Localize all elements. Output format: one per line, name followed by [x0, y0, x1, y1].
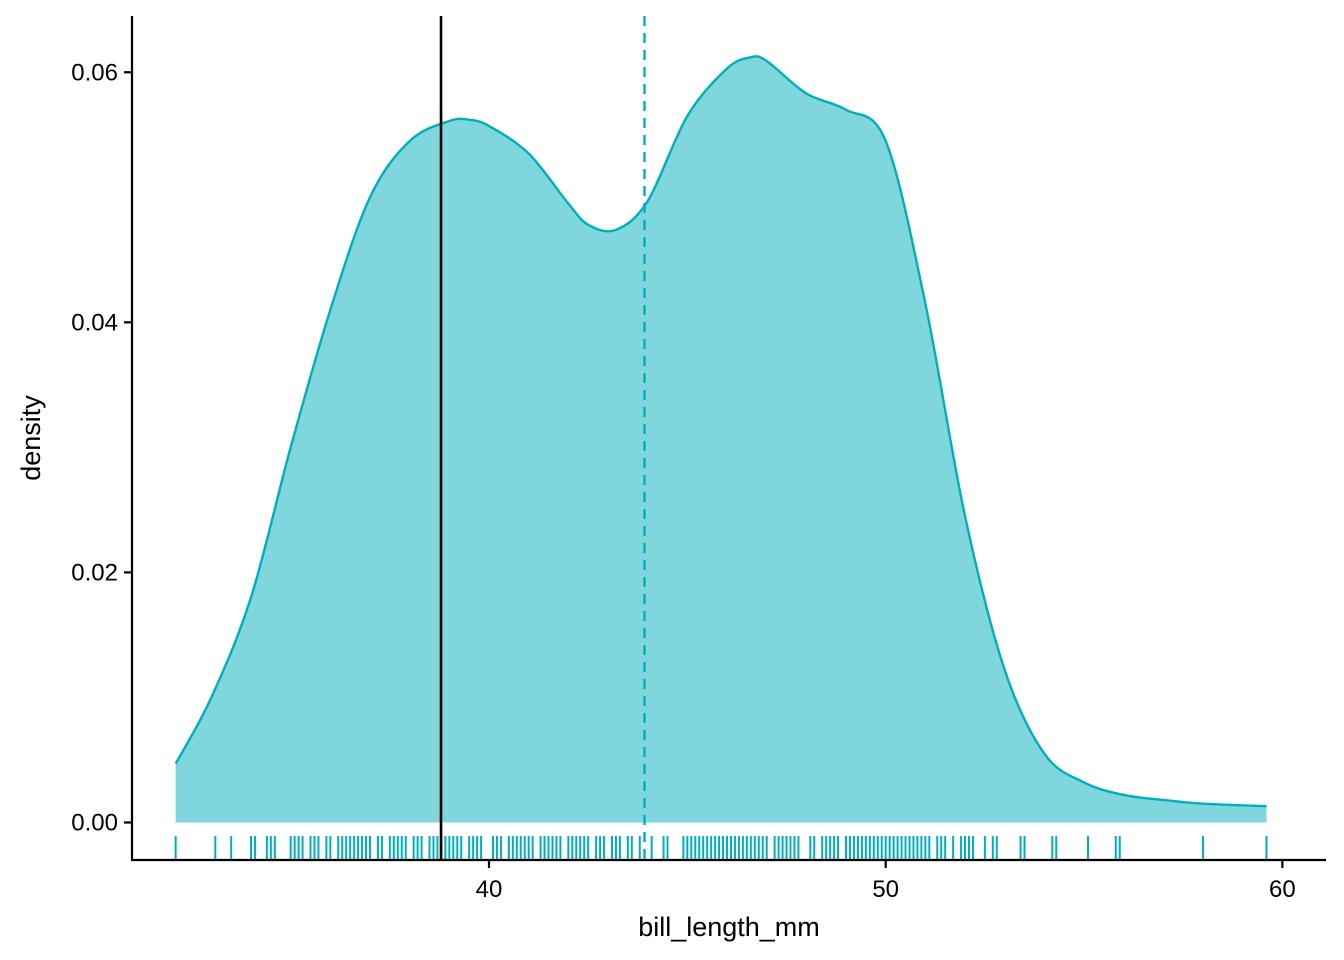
density-line — [174, 55, 1267, 808]
y-axis-title: density — [16, 395, 46, 481]
x-tick-label: 60 — [1269, 876, 1296, 903]
axes: 40 50 60 0.00 0.02 0.04 0.06 — [71, 16, 1326, 903]
density-area — [175, 56, 1267, 823]
x-axis-title: bill_length_mm — [638, 912, 820, 942]
y-tick-label: 0.00 — [71, 809, 118, 836]
y-tick-label: 0.04 — [71, 309, 118, 336]
density-layer — [174, 55, 1267, 823]
rug-layer — [174, 836, 1268, 860]
y-tick-label: 0.02 — [71, 559, 118, 586]
y-tick-label: 0.06 — [71, 59, 118, 86]
reference-lines — [439, 16, 646, 860]
x-tick-label: 50 — [872, 876, 899, 903]
x-tick-label: 40 — [476, 876, 503, 903]
